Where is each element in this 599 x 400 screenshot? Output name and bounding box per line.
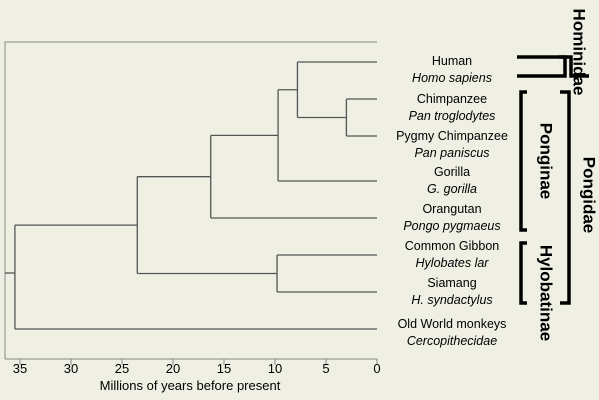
taxon-label: Old World monkeys Cercopithecidae	[377, 316, 527, 350]
taxon-common-name: Chimpanzee	[416, 92, 488, 106]
taxon-scientific-name: Pongo pygmaeus	[403, 219, 501, 233]
taxon-label: Siamang H. syndactylus	[377, 275, 527, 309]
taxon-label: Gorilla G. gorilla	[377, 164, 527, 198]
x-tick-label: 20	[166, 361, 180, 376]
hylobatinae-bracket	[519, 241, 527, 305]
ponginae-label: Ponginae	[537, 123, 556, 200]
taxon-scientific-name: Pan paniscus	[414, 146, 490, 160]
x-tick-label: 10	[268, 361, 282, 376]
taxon-scientific-name: Pan troglodytes	[408, 109, 496, 123]
x-tick-label: 5	[322, 361, 329, 376]
x-tick-label: 15	[217, 361, 231, 376]
taxon-common-name: Gorilla	[433, 165, 471, 179]
taxon-common-name: Siamang	[427, 276, 477, 290]
x-tick-label: 35	[13, 361, 27, 376]
taxon-label: Chimpanzee Pan troglodytes	[377, 91, 527, 125]
taxon-scientific-name: H. syndactylus	[411, 293, 493, 307]
x-tick-label: 30	[64, 361, 78, 376]
ponginae-bracket	[519, 90, 527, 232]
tree-branches	[5, 61, 377, 330]
taxon-common-name: Pygmy Chimpanzee	[396, 129, 508, 143]
taxon-common-name: Common Gibbon	[404, 239, 500, 253]
x-tick-label: 25	[115, 361, 129, 376]
hominidae-label: Hominidae	[570, 9, 589, 96]
taxon-common-name: Old World monkeys	[397, 317, 507, 331]
taxon-scientific-name: Homo sapiens	[412, 71, 492, 85]
pongidae-bracket	[560, 90, 571, 305]
taxon-label: Human Homo sapiens	[377, 53, 527, 87]
hominidae-bracket	[517, 55, 589, 78]
pongidae-label: Pongidae	[580, 157, 599, 234]
taxon-scientific-name: Hylobates lar	[415, 256, 489, 270]
taxon-common-name: Human	[431, 54, 473, 68]
taxon-scientific-name: G. gorilla	[426, 182, 478, 196]
taxon-label: Orangutan Pongo pygmaeus	[377, 201, 527, 235]
plot-frame	[4, 41, 377, 359]
hylobatinae-label: Hylobatinae	[537, 245, 556, 341]
x-axis-title: Millions of years before present	[100, 378, 281, 393]
taxon-common-name: Orangutan	[422, 202, 482, 216]
taxon-label: Common Gibbon Hylobates lar	[377, 238, 527, 272]
taxon-label: Pygmy Chimpanzee Pan paniscus	[377, 128, 527, 162]
taxon-scientific-name: Cercopithecidae	[406, 334, 498, 348]
x-tick-label: 0	[373, 361, 380, 376]
x-axis-ticks: 35 30 25 20 15 10 5 0	[13, 359, 381, 376]
